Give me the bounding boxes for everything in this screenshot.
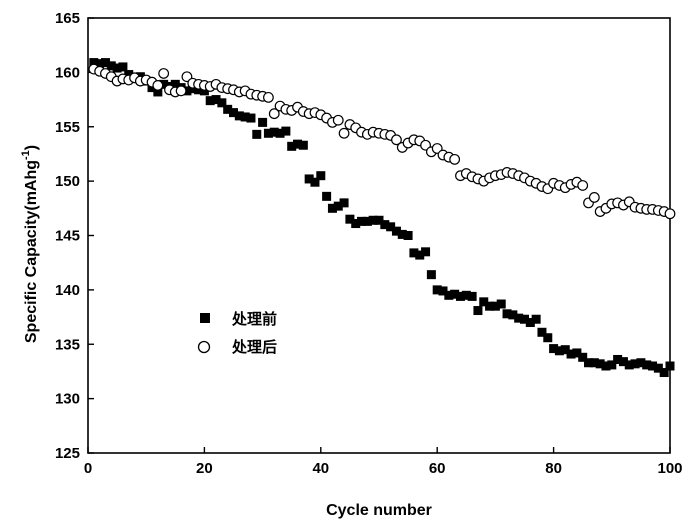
point-untreated	[473, 306, 482, 315]
point-untreated	[316, 171, 325, 180]
data-series	[89, 58, 675, 377]
y-tick-label: 125	[55, 445, 80, 462]
y-tick-label: 135	[55, 336, 80, 353]
y-tick-label: 145	[55, 228, 80, 245]
point-untreated	[468, 292, 477, 301]
point-untreated	[340, 198, 349, 207]
point-treated	[339, 128, 349, 138]
x-tick-label: 20	[196, 460, 213, 477]
legend-label-untreated: 处理前	[231, 310, 277, 328]
legend-marker-untreated	[200, 313, 210, 323]
y-tick-label: 150	[55, 173, 80, 190]
x-tick-label: 100	[657, 460, 682, 477]
legend-marker-treated	[199, 342, 210, 353]
x-tick-label: 0	[84, 460, 92, 477]
point-untreated	[246, 114, 255, 123]
point-untreated	[258, 118, 267, 127]
point-treated	[578, 181, 588, 191]
point-untreated	[421, 247, 430, 256]
point-treated	[333, 115, 343, 125]
x-axis-title: Cycle number	[326, 502, 432, 519]
point-treated	[176, 86, 186, 96]
x-tick-label: 80	[545, 460, 562, 477]
point-untreated	[322, 192, 331, 201]
y-tick-label: 130	[55, 391, 80, 408]
y-axis-title-superscript: -1	[20, 150, 32, 160]
point-untreated	[497, 300, 506, 309]
y-tick-label: 140	[55, 282, 80, 299]
x-tick-label: 40	[312, 460, 329, 477]
y-tick-label: 155	[55, 119, 80, 136]
point-treated	[450, 155, 460, 165]
point-untreated	[543, 333, 552, 342]
y-axis-title: Specific Capacity(mAhg-1)	[20, 145, 40, 343]
point-treated	[153, 81, 163, 91]
legend: 处理前 处理后	[199, 310, 278, 356]
point-treated	[590, 193, 600, 203]
y-axis-title-main: Specific Capacity(mAhg	[23, 160, 40, 343]
y-axis-title-close: )	[23, 145, 40, 150]
point-treated	[159, 69, 169, 79]
legend-label-treated: 处理后	[231, 338, 277, 356]
x-tick-label: 60	[429, 460, 446, 477]
point-untreated	[252, 130, 261, 139]
y-tick-label: 160	[55, 64, 80, 81]
point-untreated	[427, 270, 436, 279]
point-untreated	[532, 315, 541, 324]
point-untreated	[281, 127, 290, 136]
series-0	[89, 58, 674, 377]
series-1	[89, 64, 675, 218]
point-untreated	[666, 362, 675, 371]
point-untreated	[404, 231, 413, 240]
point-treated	[665, 209, 675, 219]
y-tick-label: 165	[55, 10, 80, 27]
point-treated	[264, 93, 274, 103]
point-untreated	[299, 141, 308, 150]
